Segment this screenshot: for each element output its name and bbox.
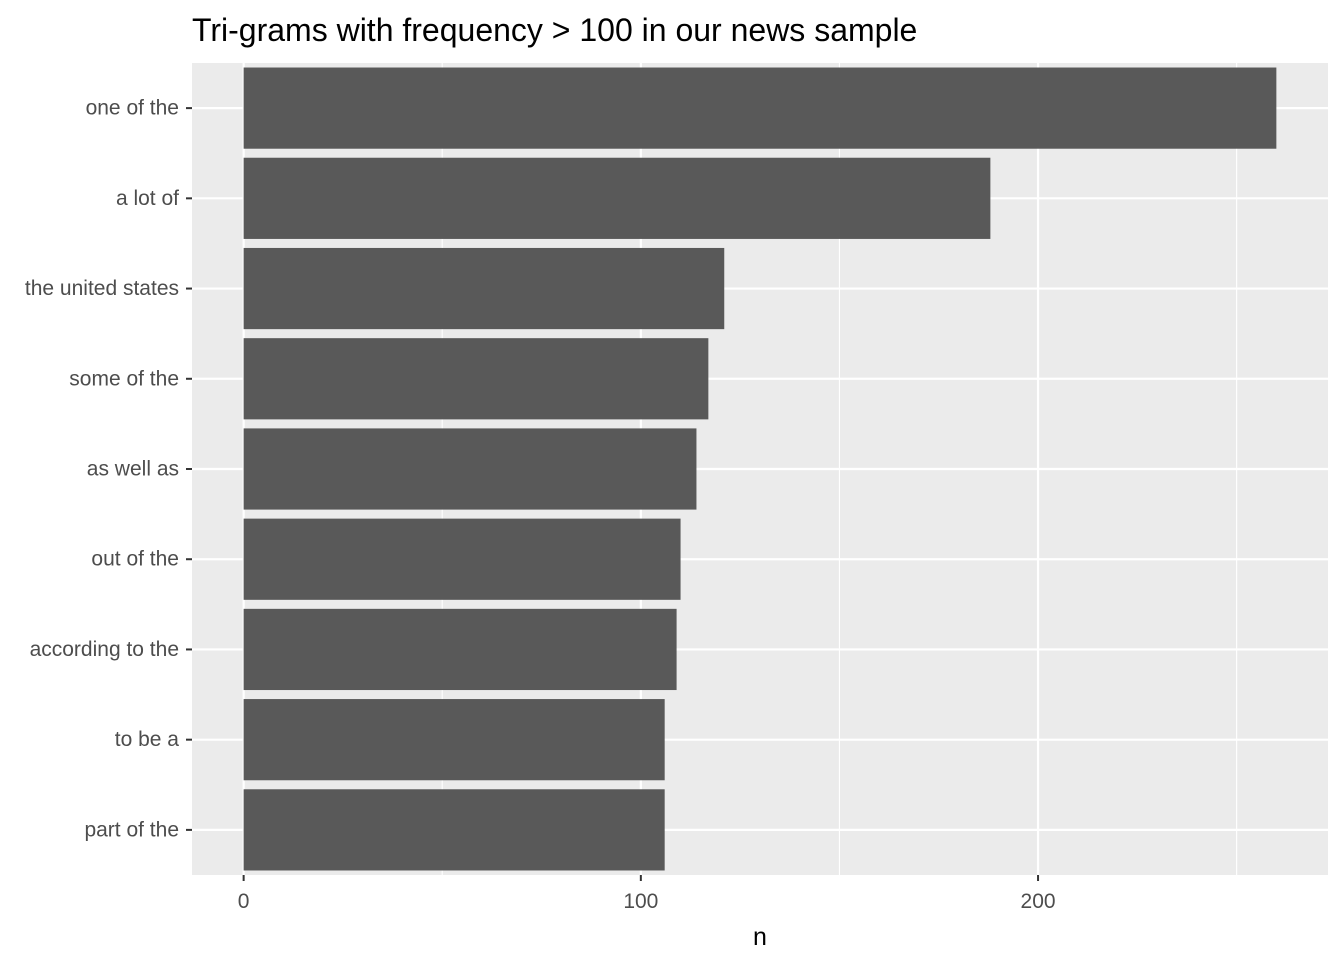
y-axis: one of the a lot of the united states some … <box>25 97 192 841</box>
x-tick-label: 100 <box>623 890 658 913</box>
y-tick-label: out of the <box>91 548 179 571</box>
bar <box>243 338 709 420</box>
bar <box>243 428 697 510</box>
chart-title: Tri-grams with frequency > 100 in our ne… <box>192 12 918 48</box>
x-tick-label: 0 <box>238 890 250 913</box>
x-axis-title: n <box>753 923 767 951</box>
y-tick-label: according to the <box>30 638 179 661</box>
y-tick-label: as well as <box>87 458 179 481</box>
y-tick-label: some of the <box>69 367 179 390</box>
bar <box>243 67 1277 149</box>
y-tick-label: to be a <box>115 728 180 751</box>
x-tick-label: 200 <box>1021 890 1056 913</box>
bars <box>243 67 1277 871</box>
x-axis: 0 100 200 <box>238 875 1056 913</box>
y-tick-label: part of the <box>84 818 179 841</box>
bar <box>243 608 677 691</box>
bar <box>243 699 665 781</box>
bar <box>243 518 681 600</box>
y-tick-label: the united states <box>25 277 179 300</box>
y-tick-label: one of the <box>86 97 179 120</box>
bar <box>243 157 991 239</box>
bar <box>243 789 665 871</box>
y-tick-label: a lot of <box>116 187 179 210</box>
bar <box>243 247 725 330</box>
